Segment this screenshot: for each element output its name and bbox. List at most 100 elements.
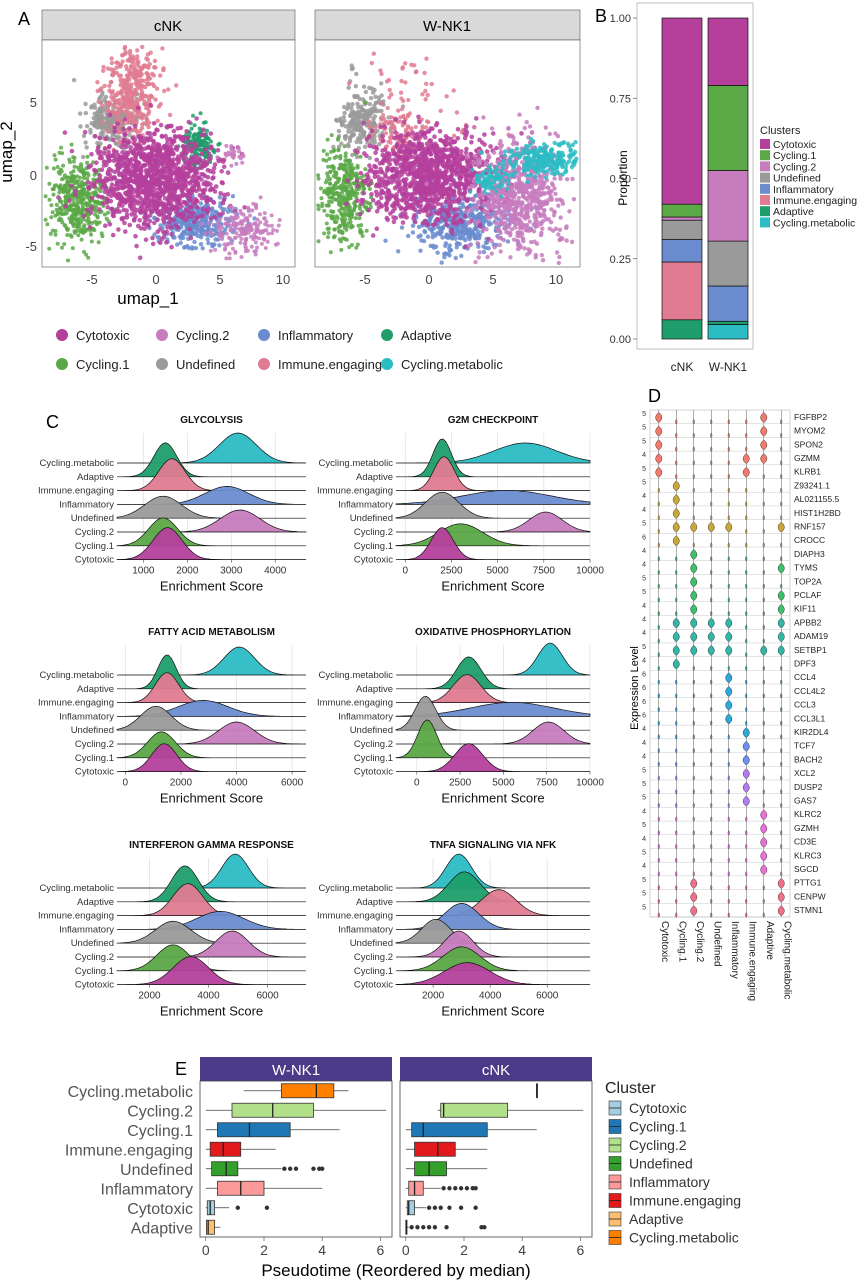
umap-point xyxy=(399,78,404,84)
umap-point xyxy=(396,249,401,254)
umap-point xyxy=(359,230,364,235)
umap-point xyxy=(209,186,214,191)
umap-point xyxy=(112,99,118,104)
umap-point xyxy=(229,241,234,246)
umap-point xyxy=(380,133,386,139)
umap-point xyxy=(266,223,271,228)
umap-point xyxy=(393,117,398,122)
umap-point xyxy=(184,208,190,214)
umap-point xyxy=(410,230,416,235)
umap-point xyxy=(443,241,449,246)
umap-point xyxy=(229,228,234,233)
umap-point xyxy=(127,69,132,74)
umap-point xyxy=(124,192,130,197)
umap-point xyxy=(125,104,130,110)
umap-point xyxy=(105,129,110,134)
umap-point xyxy=(455,228,460,233)
umap-point xyxy=(243,244,248,249)
umap-point xyxy=(95,88,100,94)
umap-point xyxy=(165,154,170,159)
umap-point xyxy=(109,206,115,212)
umap-point xyxy=(195,205,200,210)
umap-point xyxy=(342,110,347,116)
umap-point xyxy=(136,134,142,139)
umap-point xyxy=(195,198,200,204)
umap-point xyxy=(81,225,86,229)
umap-point xyxy=(139,111,144,117)
umap-point xyxy=(425,92,430,98)
umap-point xyxy=(233,235,237,240)
umap-point xyxy=(319,186,323,191)
umap-point xyxy=(80,154,86,160)
umap-point xyxy=(50,228,55,233)
umap-point xyxy=(133,177,139,183)
umap-point xyxy=(147,76,153,81)
umap-point xyxy=(444,196,450,201)
umap-point xyxy=(326,235,330,240)
umap-point xyxy=(407,149,413,155)
umap-point xyxy=(56,195,61,200)
umap-point xyxy=(206,240,211,246)
umap-point xyxy=(89,205,95,211)
umap-point xyxy=(259,241,264,246)
umap-point xyxy=(462,213,468,219)
umap-point xyxy=(400,107,404,112)
umap-point xyxy=(215,147,221,153)
umap-point xyxy=(130,164,136,170)
umap-point xyxy=(166,87,171,92)
umap-point xyxy=(143,185,149,190)
umap-point xyxy=(211,170,216,175)
umap-point xyxy=(348,217,352,221)
umap-point xyxy=(367,187,372,191)
umap-point xyxy=(127,132,132,138)
umap-point xyxy=(429,81,434,87)
umap-point xyxy=(106,103,111,108)
umap-point xyxy=(69,183,74,188)
panel-letter-e: E xyxy=(175,1059,187,1079)
umap-point xyxy=(398,90,404,95)
umap-point xyxy=(55,165,60,169)
umap-point xyxy=(65,233,70,237)
umap-point xyxy=(113,141,119,146)
umap-point xyxy=(409,154,415,160)
umap-point xyxy=(141,64,146,70)
umap-point xyxy=(186,188,191,194)
umap-point xyxy=(109,79,114,85)
umap-point xyxy=(201,191,206,196)
umap-point xyxy=(75,224,80,229)
umap-point xyxy=(244,223,249,228)
umap-point xyxy=(148,102,153,108)
umap-point xyxy=(239,219,243,224)
umap-point xyxy=(355,198,360,203)
umap-point xyxy=(211,148,216,153)
umap-point xyxy=(164,125,170,130)
umap-point xyxy=(186,220,192,225)
umap-point xyxy=(362,144,368,149)
panel-letter-c: C xyxy=(46,412,59,432)
umap-point xyxy=(363,167,368,172)
umap-point xyxy=(209,139,213,144)
umap-point xyxy=(175,225,181,231)
umap-point xyxy=(316,207,321,212)
umap-point xyxy=(329,195,334,200)
umap-point xyxy=(444,232,449,237)
umap-point xyxy=(381,138,386,144)
umap-point xyxy=(159,151,164,157)
umap-point xyxy=(338,223,343,228)
umap-point xyxy=(226,241,231,246)
umap-point xyxy=(218,217,222,222)
umap-point xyxy=(406,233,411,239)
umap-point xyxy=(223,246,228,251)
umap-point xyxy=(127,77,132,82)
umap-point xyxy=(80,168,85,173)
umap-point xyxy=(342,213,347,218)
umap-point xyxy=(342,134,348,139)
umap-point xyxy=(224,143,229,148)
umap-point xyxy=(331,188,336,193)
umap-point xyxy=(447,201,452,207)
umap-point xyxy=(83,101,88,107)
umap-point xyxy=(193,245,199,251)
umap-point xyxy=(379,117,384,122)
umap-point xyxy=(77,167,82,172)
umap-point xyxy=(191,183,196,188)
